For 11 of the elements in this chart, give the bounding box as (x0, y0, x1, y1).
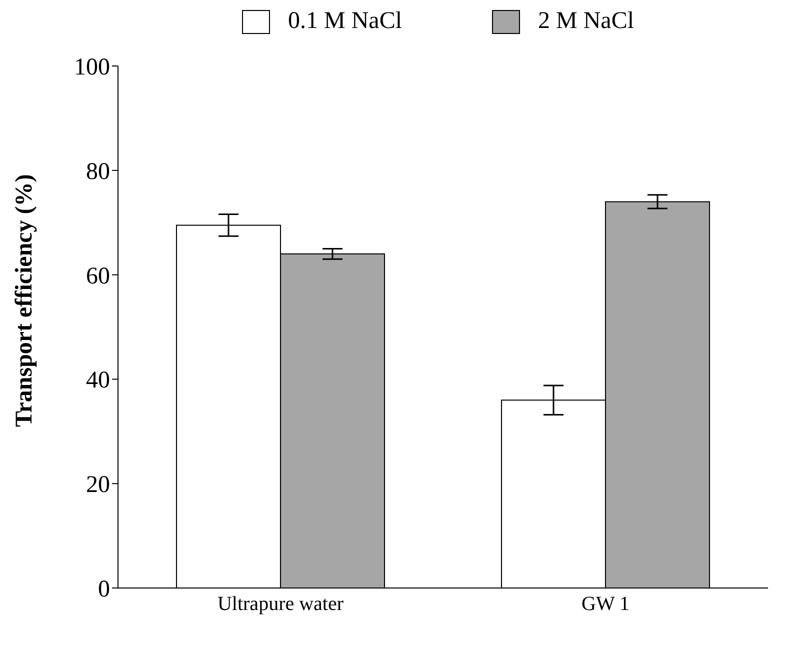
y-tick-label: 60 (86, 263, 110, 290)
y-tick-label: 100 (74, 54, 110, 81)
y-tick-label: 40 (86, 368, 110, 394)
y-tick-label: 20 (86, 472, 110, 498)
y-tick-label: 80 (86, 158, 110, 185)
x-tick-label: GW 1 (582, 593, 630, 616)
y-tick-label: 0 (98, 576, 110, 603)
y-axis-title: Transport efficiency (%) (12, 174, 38, 427)
legend-label: 2 M NaCl (538, 8, 634, 35)
x-tick-label: Ultrapure water (217, 593, 344, 616)
legend-label: 0.1 M NaCl (288, 8, 402, 35)
